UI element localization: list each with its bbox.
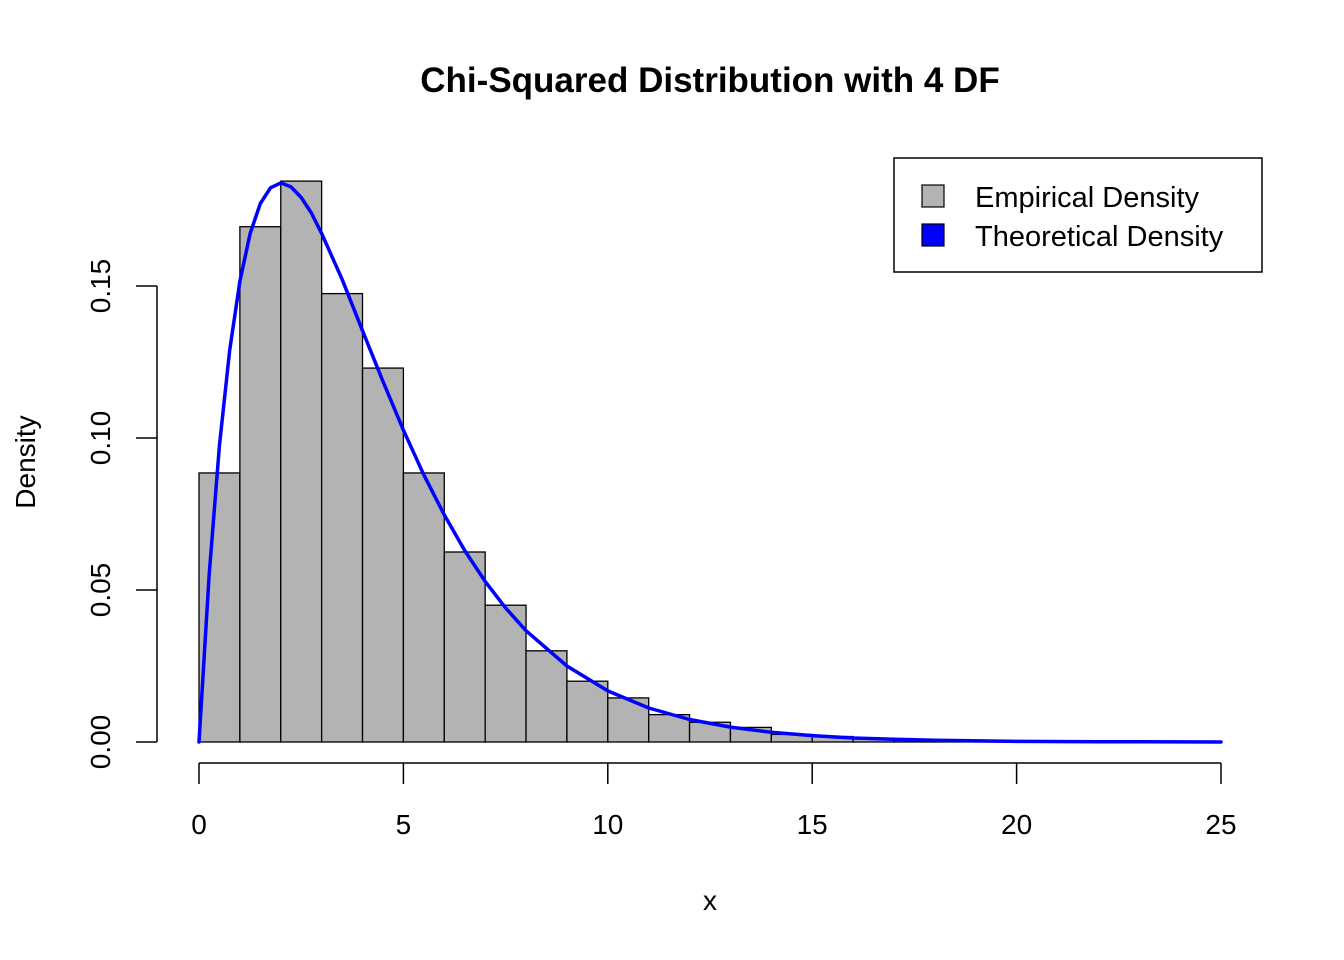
- legend: Empirical Density Theoretical Density: [893, 157, 1263, 273]
- histogram-bar: [361, 367, 405, 743]
- theoretical-density-line: [197, 181, 1223, 744]
- y-tick-label: 0.15: [85, 259, 116, 314]
- y-axis: 0.00 0.05 0.10 0.15: [85, 259, 158, 770]
- histogram-bar: [320, 292, 364, 743]
- x-tick-label: 15: [797, 809, 828, 840]
- legend-label-empirical: Empirical Density: [975, 182, 1199, 214]
- histogram-bar: [239, 226, 282, 743]
- y-tick-label: 0.10: [85, 411, 116, 466]
- legend-box: [893, 157, 1263, 273]
- histogram-bar: [443, 551, 486, 743]
- x-tick-label: 5: [396, 809, 412, 840]
- x-axis-label: x: [703, 885, 717, 916]
- x-tick-label: 0: [191, 809, 207, 840]
- histogram-bar: [525, 650, 568, 743]
- x-axis: 0 5 10 15 20 25: [191, 762, 1237, 840]
- y-axis-label: Density: [10, 415, 41, 508]
- histogram-bar: [198, 472, 241, 743]
- y-tick-label: 0.00: [85, 715, 116, 770]
- x-tick-label: 25: [1205, 809, 1236, 840]
- histogram-bar: [402, 472, 445, 743]
- histogram-bars: [198, 180, 1059, 743]
- x-tick-label: 20: [1001, 809, 1032, 840]
- histogram-bar: [566, 680, 609, 743]
- x-tick-label: 10: [592, 809, 623, 840]
- y-tick-label: 0.05: [85, 563, 116, 618]
- chart-title: Chi-Squared Distribution with 4 DF: [420, 61, 999, 100]
- density-curve: [197, 181, 1223, 744]
- legend-label-theoretical: Theoretical Density: [975, 221, 1224, 253]
- histogram-bar: [484, 604, 527, 743]
- legend-swatch-theoretical: [921, 223, 945, 247]
- legend-swatch-empirical: [921, 184, 945, 208]
- histogram-bar: [280, 180, 323, 743]
